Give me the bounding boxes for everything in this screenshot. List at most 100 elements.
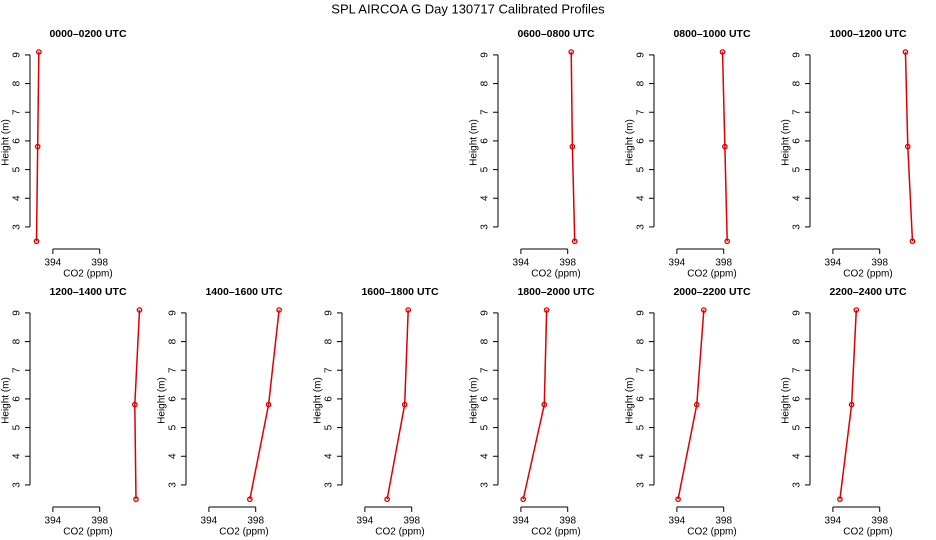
profile-line — [386, 310, 409, 500]
profile-point — [265, 401, 272, 408]
profile-point — [693, 401, 700, 408]
y-tick-label: 7 — [168, 367, 179, 373]
y-tick-label: 8 — [12, 80, 23, 86]
y-tick-label: 4 — [636, 195, 647, 201]
profile-line — [134, 310, 141, 500]
x-tick-label: 394 — [825, 516, 842, 527]
x-tick-label: 398 — [871, 258, 888, 269]
profile-point — [543, 307, 550, 313]
y-tick-label: 4 — [168, 453, 179, 459]
profile-point — [837, 496, 843, 503]
x-axis-label: CO2 (ppm) — [843, 269, 892, 280]
y-axis-label: Height (m) — [469, 119, 480, 166]
y-tick-label: 7 — [480, 109, 491, 115]
x-tick-label: 398 — [559, 258, 576, 269]
y-tick-label: 5 — [168, 424, 179, 430]
y-tick-label: 6 — [480, 138, 491, 144]
y-tick-label: 8 — [480, 338, 491, 344]
y-tick-label: 3 — [792, 224, 803, 230]
profile-point — [131, 401, 138, 408]
panel: 2000–2200 UTC 394 398 3 4 5 6 7 8 9 CO2 (ppm) Heigh… — [625, 286, 751, 538]
panel-title: 0600–0800 UTC — [517, 28, 594, 40]
profile-point — [34, 143, 41, 150]
profile-line — [904, 52, 914, 242]
y-tick-label: 5 — [636, 424, 647, 430]
panel-title: 1400–1600 UTC — [205, 286, 282, 298]
profile-line — [721, 52, 728, 242]
y-tick-label: 9 — [168, 310, 179, 316]
panel: 1800–2000 UTC 394 398 3 4 5 6 7 8 9 CO2 (ppm) Heigh… — [469, 286, 595, 538]
y-tick-label: 5 — [792, 166, 803, 172]
y-tick-label: 7 — [636, 367, 647, 373]
panel-title: 1800–2000 UTC — [517, 286, 594, 298]
figure-title: SPL AIRCOA G Day 130717 Calibrated Profi… — [331, 1, 605, 16]
profile-point — [133, 496, 139, 503]
x-tick-label: 394 — [669, 258, 686, 269]
x-tick-label: 398 — [715, 258, 732, 269]
y-tick-label: 9 — [792, 52, 803, 58]
y-tick-label: 6 — [324, 396, 335, 402]
y-tick-label: 3 — [636, 482, 647, 488]
x-tick-label: 394 — [669, 516, 686, 527]
y-axis-label: Height (m) — [157, 377, 168, 424]
panel-title: 0800–1000 UTC — [673, 28, 750, 40]
panel: 1200–1400 UTC 394 398 3 4 5 6 7 8 9 CO2 (ppm) Heigh… — [1, 286, 143, 538]
profile-point — [33, 238, 40, 245]
panel-title: 1600–1800 UTC — [361, 286, 438, 298]
y-tick-label: 6 — [636, 396, 647, 402]
profile-point — [719, 49, 726, 55]
profile-point — [722, 143, 728, 150]
y-tick-label: 6 — [792, 396, 803, 402]
y-tick-label: 4 — [12, 195, 23, 201]
profile-line — [839, 310, 858, 500]
y-tick-label: 3 — [168, 482, 179, 488]
y-tick-label: 6 — [792, 138, 803, 144]
x-axis-label: CO2 (ppm) — [687, 527, 736, 538]
profile-line — [522, 310, 548, 500]
y-tick-label: 9 — [792, 310, 803, 316]
panel: 0000–0200 UTC 394 398 3 4 5 6 7 8 9 CO2 (ppm) Heigh… — [1, 28, 127, 280]
y-tick-label: 4 — [480, 195, 491, 201]
y-tick-label: 9 — [12, 52, 23, 58]
y-tick-label: 7 — [12, 109, 23, 115]
x-axis-label: CO2 (ppm) — [63, 527, 112, 538]
panel: 1000–1200 UTC 394 398 3 4 5 6 7 8 9 CO2 (ppm) Heigh… — [781, 28, 916, 280]
y-tick-label: 3 — [636, 224, 647, 230]
y-tick-label: 3 — [12, 224, 23, 230]
x-tick-label: 398 — [871, 516, 888, 527]
y-tick-label: 9 — [480, 310, 491, 316]
x-axis-label: CO2 (ppm) — [687, 269, 736, 280]
y-tick-label: 5 — [792, 424, 803, 430]
x-tick-label: 398 — [91, 258, 108, 269]
y-tick-label: 9 — [324, 310, 335, 316]
profile-point — [568, 49, 575, 55]
y-tick-label: 9 — [636, 52, 647, 58]
y-tick-label: 5 — [480, 166, 491, 172]
y-tick-label: 8 — [792, 338, 803, 344]
y-tick-label: 7 — [12, 367, 23, 373]
profile-point — [405, 307, 412, 313]
profile-point — [136, 307, 143, 313]
panel: 1600–1800 UTC 394 398 3 4 5 6 7 8 9 CO2 (ppm) Heigh… — [313, 286, 439, 538]
y-tick-label: 8 — [792, 80, 803, 86]
profile-point — [909, 238, 916, 245]
panel-title: 0000–0200 UTC — [49, 28, 126, 40]
profile-point — [569, 143, 576, 150]
y-tick-label: 8 — [636, 80, 647, 86]
x-tick-label: 398 — [715, 516, 732, 527]
y-axis-label: Height (m) — [1, 119, 12, 166]
x-tick-label: 394 — [825, 258, 842, 269]
y-tick-label: 3 — [480, 482, 491, 488]
y-tick-label: 4 — [324, 453, 335, 459]
x-axis-label: CO2 (ppm) — [531, 527, 580, 538]
profile-point — [36, 49, 42, 55]
profile-point — [853, 307, 860, 313]
panel: 0800–1000 UTC 394 398 3 4 5 6 7 8 9 CO2 (ppm) Heigh… — [625, 28, 751, 280]
profile-point — [700, 307, 707, 313]
x-tick-label: 398 — [247, 516, 264, 527]
y-tick-label: 8 — [480, 80, 491, 86]
y-tick-label: 5 — [480, 424, 491, 430]
y-tick-label: 9 — [480, 52, 491, 58]
profile-point — [848, 401, 855, 408]
